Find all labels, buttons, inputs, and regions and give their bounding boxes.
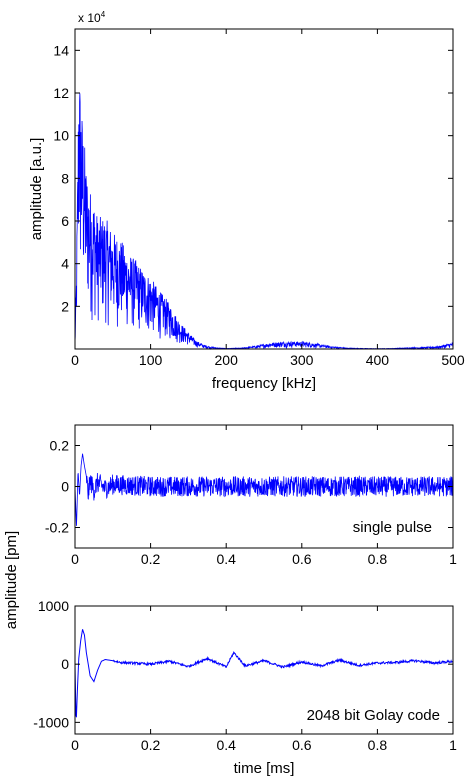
golay-annotation: 2048 bit Golay code <box>307 707 440 724</box>
multiplier-exponent: 4 <box>101 10 106 19</box>
x-tick-label: 200 <box>215 352 239 368</box>
shared-ylabel: amplitude [pm] <box>3 531 20 629</box>
y-tick-label: 6 <box>61 213 69 229</box>
x-tick-label: 0.4 <box>216 737 236 753</box>
x-tick-label: 0 <box>71 551 79 567</box>
single-pulse-chart: 0 0.2 0.4 0.6 0.8 1-0.200.2 single pulse <box>45 424 457 567</box>
spectrum-line <box>74 93 454 350</box>
y-tick-label: 14 <box>53 42 69 58</box>
x-tick-label: 1 <box>449 551 457 567</box>
single-pulse-line <box>74 453 454 526</box>
golay-xlabel: time [ms] <box>234 760 295 776</box>
spectrum-xlabel: frequency [kHz] <box>212 375 316 392</box>
x-tick-label: 500 <box>441 352 465 368</box>
x-tick-label: 300 <box>290 352 314 368</box>
x-tick-label: 0.6 <box>292 551 312 567</box>
golay-line <box>74 629 454 718</box>
y-tick-label: -0.2 <box>45 520 69 536</box>
x-tick-label: 400 <box>366 352 390 368</box>
single-pulse-series <box>74 453 454 526</box>
x-tick-label: 0.4 <box>216 551 236 567</box>
x-tick-label: 0.8 <box>368 737 388 753</box>
single-pulse-annotation: single pulse <box>353 519 432 536</box>
y-tick-label: 1000 <box>38 598 69 614</box>
y-tick-label: 0 <box>61 656 69 672</box>
x-tick-label: 0.8 <box>368 551 388 567</box>
x-tick-label: 100 <box>139 352 163 368</box>
spectrum-axes-box <box>74 28 454 350</box>
y-tick-label: 12 <box>53 85 69 101</box>
y-tick-label: 0 <box>61 479 69 495</box>
x-tick-label: 0.2 <box>141 551 161 567</box>
y-tick-label: 10 <box>53 128 69 144</box>
y-tick-label: -1000 <box>33 714 69 730</box>
spectrum-series <box>74 93 454 350</box>
spectrum-ylabel: amplitude [a.u.] <box>28 138 45 241</box>
y-tick-label: 2 <box>61 298 69 314</box>
y-tick-label: 0.2 <box>50 438 70 454</box>
golay-axes-box <box>74 605 454 735</box>
multiplier-label: x 104 <box>78 10 106 25</box>
golay-series <box>74 629 454 718</box>
y-tick-label: 4 <box>61 256 69 272</box>
y-tick-label: 8 <box>61 170 69 186</box>
x-tick-label: 0 <box>71 737 79 753</box>
x-tick-label: 0.2 <box>141 737 161 753</box>
x-tick-label: 1 <box>449 737 457 753</box>
x-tick-label: 0 <box>71 352 79 368</box>
spectrum-chart: x 104 0 100 200 300 400 500 2 4 6 8 10 12 14 frequen… <box>28 10 465 392</box>
x-tick-label: 0.6 <box>292 737 312 753</box>
